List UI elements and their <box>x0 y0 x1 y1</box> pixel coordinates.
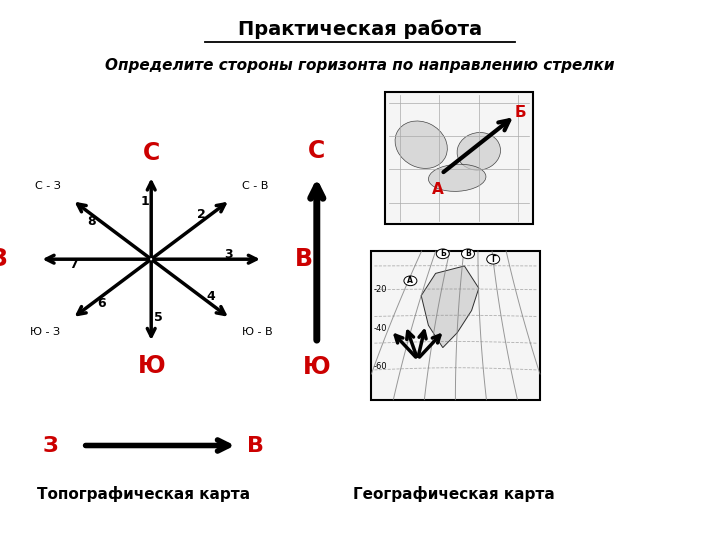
Text: З: З <box>42 435 58 456</box>
Text: Ю - В: Ю - В <box>242 327 272 337</box>
Ellipse shape <box>457 132 500 170</box>
Text: 6: 6 <box>97 298 106 310</box>
Circle shape <box>462 249 474 259</box>
Text: З: З <box>0 247 7 271</box>
Text: Ю: Ю <box>138 354 165 377</box>
Text: 4: 4 <box>207 290 215 303</box>
Text: С - В: С - В <box>242 181 269 191</box>
Bar <box>385 92 533 224</box>
Text: Ю: Ю <box>303 355 330 379</box>
Text: С: С <box>308 139 325 163</box>
Text: Г: Г <box>491 255 495 264</box>
Text: С: С <box>143 141 160 165</box>
Circle shape <box>404 276 417 286</box>
Text: Б: Б <box>440 249 446 258</box>
Text: В: В <box>295 247 313 271</box>
Polygon shape <box>421 266 479 348</box>
Text: С - З: С - З <box>35 181 60 191</box>
Text: 1: 1 <box>140 194 149 207</box>
Text: Практическая работа: Практическая работа <box>238 20 482 39</box>
Text: -20: -20 <box>374 285 387 294</box>
Text: 5: 5 <box>153 311 162 324</box>
Text: 8: 8 <box>87 215 96 228</box>
Text: В: В <box>247 435 264 456</box>
Text: 3: 3 <box>225 248 233 261</box>
Text: А: А <box>432 182 444 197</box>
Text: А: А <box>408 276 413 285</box>
Text: 7: 7 <box>69 258 78 271</box>
Text: В: В <box>465 249 471 258</box>
Text: 2: 2 <box>197 208 205 221</box>
Circle shape <box>487 254 500 264</box>
Text: Географическая карта: Географическая карта <box>353 486 554 502</box>
Ellipse shape <box>428 164 486 191</box>
Text: -60: -60 <box>374 362 387 372</box>
Ellipse shape <box>395 121 447 168</box>
Text: Топографическая карта: Топографическая карта <box>37 486 251 502</box>
Text: -40: -40 <box>374 324 387 333</box>
Bar <box>371 251 540 400</box>
Text: Ю - З: Ю - З <box>30 327 60 337</box>
Text: Определите стороны горизонта по направлению стрелки: Определите стороны горизонта по направле… <box>105 58 615 73</box>
Text: Б: Б <box>515 105 526 120</box>
Circle shape <box>436 249 449 259</box>
